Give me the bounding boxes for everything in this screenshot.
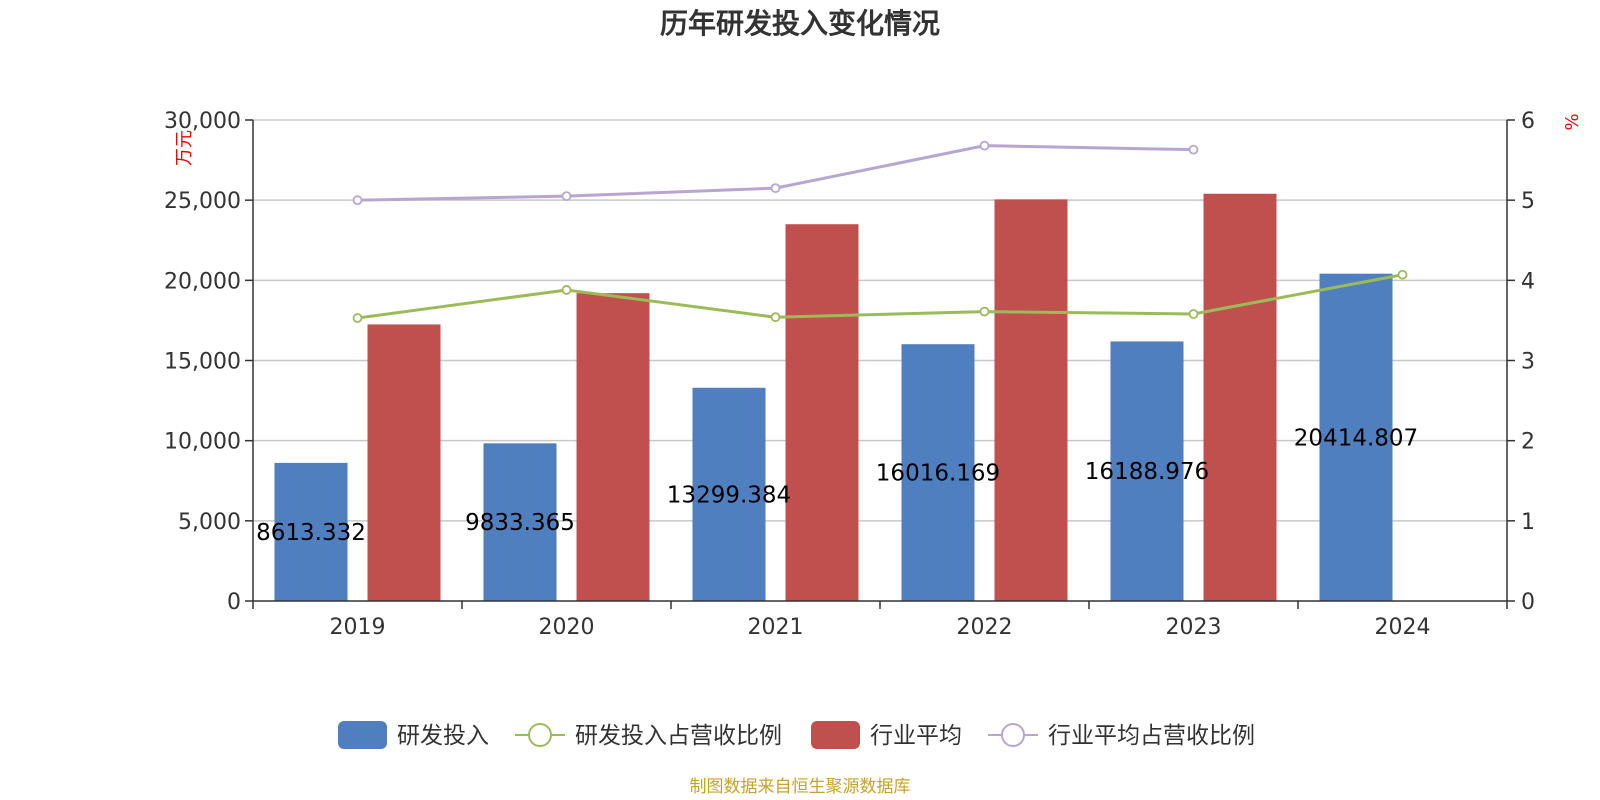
x-tick-label: 2022 xyxy=(957,615,1013,640)
bar-series xyxy=(274,193,1393,602)
bar-industry-2022 xyxy=(994,199,1068,602)
bar-rd-2024 xyxy=(1319,273,1393,601)
point-rd-ratio xyxy=(979,306,990,317)
right-tick-label: 4 xyxy=(1521,269,1535,294)
x-tick-label: 2020 xyxy=(539,615,595,640)
chart-title: 历年研发投入变化情况 xyxy=(660,7,940,40)
bar-industry-2021 xyxy=(785,224,859,601)
left-tick-label: 30,000 xyxy=(164,109,241,134)
legend-label-rd-ratio: 研发投入占营收比例 xyxy=(575,723,782,749)
bar-rd-2023 xyxy=(1110,341,1184,601)
right-tick-label: 0 xyxy=(1521,590,1535,615)
point-industry-ratio xyxy=(352,195,363,206)
legend-label-industry-ratio: 行业平均占营收比例 xyxy=(1048,723,1255,749)
bar-industry-2019 xyxy=(367,324,441,601)
data-label-rd: 16188.976 xyxy=(1085,459,1209,485)
right-tick-label: 5 xyxy=(1521,189,1535,214)
bar-rd-2019 xyxy=(274,462,348,601)
legend-marker-industry-ratio xyxy=(1001,723,1025,747)
right-tick-label: 3 xyxy=(1521,350,1535,375)
point-rd-ratio xyxy=(770,312,781,323)
right-tick-label: 1 xyxy=(1521,510,1535,535)
point-industry-ratio xyxy=(1188,144,1199,155)
point-rd-ratio xyxy=(1397,269,1408,280)
x-tick-label: 2021 xyxy=(748,615,804,640)
bar-rd-2021 xyxy=(692,387,766,601)
bar-rd-2020 xyxy=(483,443,557,601)
left-tick-label: 25,000 xyxy=(164,189,241,214)
legend-swatch-industry xyxy=(811,721,860,749)
left-tick-label: 5,000 xyxy=(178,510,241,535)
left-tick-label: 10,000 xyxy=(164,430,241,455)
axes: 0 5,000 10,000 15,000 20,000 25,000 30,000 0 1 2 3… xyxy=(164,109,1535,640)
point-industry-ratio xyxy=(561,191,572,202)
legend: 研发投入 研发投入占营收比例 行业平均 行业平均占营收比例 xyxy=(338,721,1255,749)
point-rd-ratio xyxy=(352,313,363,323)
legend-label-rd: 研发投入 xyxy=(397,723,489,749)
right-tick-label: 2 xyxy=(1521,430,1535,455)
source-note: 制图数据来自恒生聚源数据库 xyxy=(690,777,911,797)
point-industry-ratio xyxy=(979,140,990,151)
legend-label-industry: 行业平均 xyxy=(870,723,962,749)
bar-industry-2023 xyxy=(1203,193,1277,601)
point-industry-ratio xyxy=(770,183,781,194)
x-tick-label: 2024 xyxy=(1375,615,1431,640)
data-label-rd: 9833.365 xyxy=(465,510,575,536)
x-tick-label: 2019 xyxy=(330,615,386,640)
x-tick-label: 2023 xyxy=(1166,615,1222,640)
bar-industry-2020 xyxy=(576,293,650,601)
left-axis-unit: 万元 xyxy=(174,130,195,166)
data-label-rd: 20414.807 xyxy=(1294,425,1418,451)
line-rd-ratio xyxy=(357,273,1403,320)
left-tick-label: 20,000 xyxy=(164,269,241,294)
data-label-rd: 8613.332 xyxy=(256,520,366,546)
legend-swatch-rd xyxy=(338,721,387,749)
right-tick-label: 6 xyxy=(1521,109,1535,134)
point-rd-ratio xyxy=(561,285,572,295)
line-series xyxy=(352,140,1408,323)
point-rd-ratio xyxy=(1188,309,1199,319)
right-axis-unit: % xyxy=(1562,113,1583,130)
grid-lines xyxy=(253,119,1507,522)
left-tick-label: 0 xyxy=(227,590,241,615)
data-label-rd: 13299.384 xyxy=(667,482,791,508)
legend-marker-rd-ratio xyxy=(528,723,552,747)
left-tick-label: 15,000 xyxy=(164,350,241,375)
data-label-rd: 16016.169 xyxy=(876,461,1000,487)
bar-rd-2022 xyxy=(901,344,975,601)
data-labels: 8613.332 9833.365 13299.384 16016.169 16188.… xyxy=(256,425,1418,546)
